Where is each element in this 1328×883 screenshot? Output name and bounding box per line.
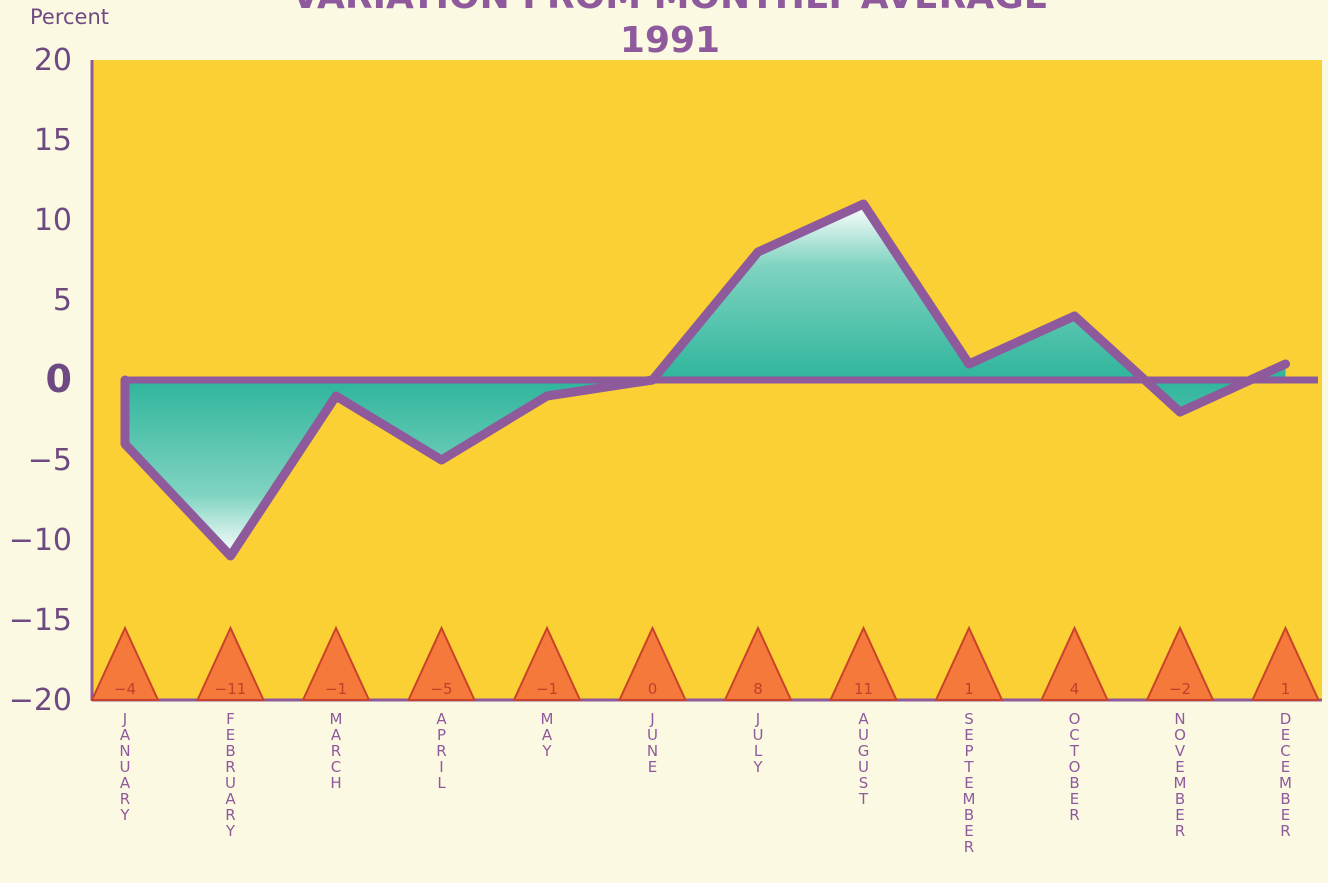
value-marker [934, 625, 1004, 701]
value-markers: −4 −11 −1 −5 −1 0 8 11 1 4 −2 1 [90, 625, 1321, 701]
y-tick-label: −20 [9, 683, 72, 718]
negative-area [125, 380, 1286, 556]
area-fills [125, 204, 1286, 556]
y-tick-label: −10 [9, 523, 72, 558]
value-label: −5 [430, 680, 452, 698]
value-marker [828, 625, 899, 701]
value-label: −2 [1169, 680, 1191, 698]
value-label: −1 [536, 680, 558, 698]
value-marker [512, 625, 582, 701]
y-tick-labels: 20 15 10 5 0 −5 −10 −15 −20 [9, 43, 72, 718]
y-tick-label: −5 [28, 443, 72, 478]
chart-subtitle: 1991 [620, 20, 720, 61]
value-label: −1 [325, 680, 347, 698]
y-tick-label: 0 [46, 357, 72, 401]
positive-area [125, 204, 1286, 380]
value-marker [1039, 625, 1110, 701]
value-marker [195, 625, 266, 701]
value-marker [301, 625, 371, 701]
value-label: 4 [1070, 680, 1080, 698]
value-marker [1145, 625, 1215, 701]
chart-title: VARIATION FROM MONTHLY AVERAGE [292, 0, 1049, 17]
value-label: 8 [753, 680, 763, 698]
y-tick-label: 5 [53, 283, 72, 318]
y-tick-label: −15 [9, 603, 72, 638]
value-label: 0 [648, 680, 658, 698]
value-marker [406, 625, 477, 701]
value-marker [90, 625, 160, 701]
value-marker [617, 625, 688, 701]
y-tick-label: 20 [34, 43, 72, 78]
value-marker [1250, 625, 1321, 701]
value-label: 11 [854, 680, 873, 698]
value-label: −11 [215, 680, 247, 698]
y-tick-label: 15 [34, 123, 72, 158]
value-label: 1 [1281, 680, 1291, 698]
value-label: −4 [114, 680, 136, 698]
y-tick-label: 10 [34, 203, 72, 238]
y-axis-label: Percent [30, 5, 109, 29]
series-line [120, 199, 1290, 561]
value-label: 1 [964, 680, 974, 698]
month-labels: J A N U A R Y F E B R U A R Y M A R C H A P R I L M A Y J U N E J U L Y A U G U… [119, 710, 1292, 856]
value-marker [723, 625, 793, 701]
